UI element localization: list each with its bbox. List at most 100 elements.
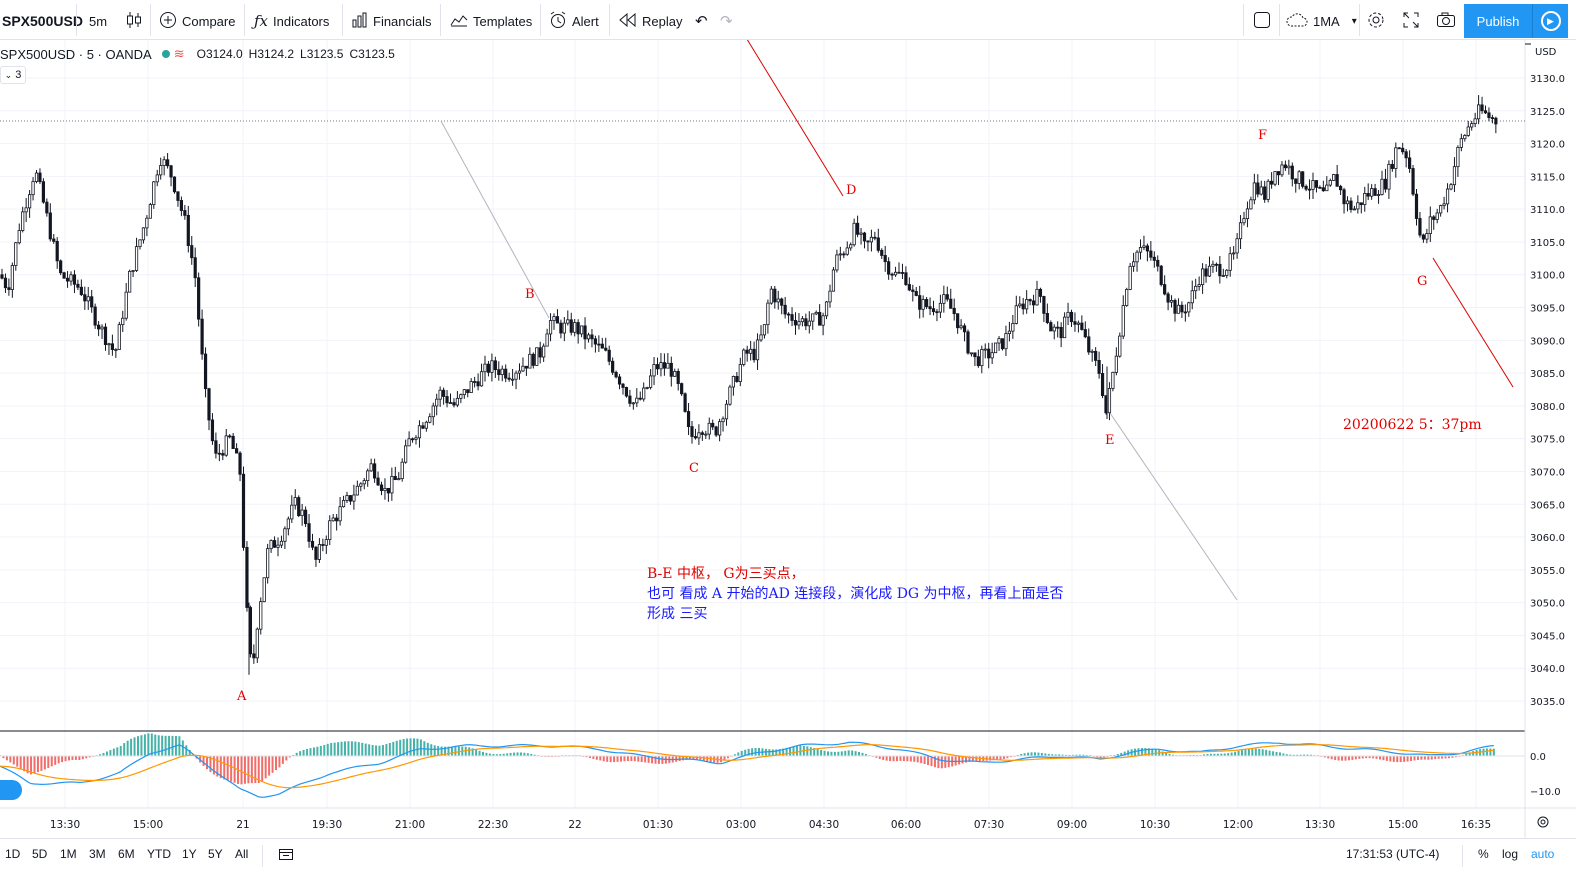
macd-histogram-bar (457, 746, 460, 756)
range-6m[interactable]: 6M (118, 847, 135, 861)
fullscreen-button[interactable] (1402, 6, 1420, 36)
macd-histogram-bar (402, 739, 405, 756)
compare-badge-icon[interactable]: ≋ (173, 46, 185, 61)
replay-button[interactable]: Replay (619, 6, 682, 36)
candle-body (1449, 184, 1453, 190)
macd-histogram-bar (613, 756, 616, 763)
macd-histogram-bar (1437, 756, 1440, 759)
candle-body (445, 396, 449, 404)
range-5d[interactable]: 5D (32, 847, 48, 861)
candle (593, 335, 598, 353)
trend-line-e[interactable] (1109, 412, 1238, 601)
fullscreen-select-button[interactable] (1253, 6, 1271, 36)
symbol-search-button[interactable]: SPX500USD (2, 6, 83, 36)
candle (1180, 301, 1184, 318)
range-1y[interactable]: 1Y (182, 847, 197, 861)
macd-histogram-bar (1096, 756, 1099, 758)
macd-histogram-bar (482, 751, 484, 756)
undo-button[interactable]: ↶ (695, 6, 708, 36)
candle (1370, 184, 1374, 200)
range-1m[interactable]: 1M (60, 847, 77, 861)
candle (500, 365, 504, 382)
candle-body (97, 324, 101, 330)
macd-histogram-bar (164, 735, 167, 756)
range-5y[interactable]: 5Y (208, 847, 223, 861)
time-axis[interactable]: 13:30 15:00 21 19:30 21:00 22:30 22 01:30 03:00 0… (50, 819, 1491, 831)
price-axis[interactable]: 3130.0 3125.0 3120.0 3115.0 3110.0 3105.0 3100… (1525, 43, 1565, 708)
tradingview-logo-icon[interactable] (0, 780, 22, 800)
redo-button[interactable]: ↷ (720, 6, 733, 36)
percent-toggle[interactable]: % (1478, 847, 1489, 861)
candle (573, 318, 577, 337)
candle (1245, 201, 1250, 228)
trend-line-b[interactable] (440, 120, 550, 319)
candle-body (0, 274, 4, 279)
publish-button[interactable]: Publish (1464, 4, 1532, 38)
layout-button[interactable]: 1MA ▾ (1286, 6, 1357, 36)
candle-body (210, 419, 215, 442)
candle-body (1432, 216, 1436, 220)
templates-button[interactable]: Templates (450, 6, 532, 36)
candle (328, 515, 332, 546)
interval-button[interactable]: 5m (89, 6, 107, 36)
range-3m[interactable]: 3M (89, 847, 106, 861)
log-toggle[interactable]: log (1502, 847, 1519, 861)
chart-canvas[interactable]: A B C D E F G B-E 中枢， G为三买点， 也可 看成 A 开始的… (0, 40, 1576, 838)
axis-settings-button[interactable] (1537, 816, 1549, 828)
candle (866, 240, 870, 252)
candle-body (780, 298, 784, 306)
candle-body (21, 211, 25, 231)
macd-histogram-bar (499, 754, 502, 756)
legend-close: C3123.5 (349, 47, 395, 61)
candle (1432, 215, 1436, 230)
trend-line-g[interactable] (1432, 257, 1514, 388)
candle-body (676, 370, 680, 384)
financials-label: Financials (373, 13, 432, 29)
trend-line-d[interactable] (742, 40, 844, 197)
candle (293, 489, 297, 510)
range-all[interactable]: All (235, 847, 249, 861)
macd-histogram-bar (1448, 756, 1450, 759)
chart-type-button[interactable] (126, 6, 147, 36)
candle-body (34, 172, 39, 182)
macd-histogram-bar (771, 749, 774, 756)
compare-button[interactable]: Compare (159, 6, 235, 36)
toolbar-divider (540, 4, 541, 36)
range-ytd[interactable]: YTD (147, 847, 171, 861)
candle-body (348, 495, 353, 502)
macd-histogram-bar (337, 742, 340, 756)
candle (345, 491, 349, 504)
clock-timezone[interactable]: 17:31:53 (UTC-4) (1346, 847, 1440, 861)
candle-body (3, 277, 8, 289)
macd-histogram-bar (1099, 756, 1102, 758)
candle (642, 382, 646, 402)
candle (1149, 241, 1153, 261)
indicators-collapse-button[interactable]: ⌄ 3 (0, 66, 26, 84)
financials-button[interactable]: Financials (352, 6, 432, 36)
auto-toggle[interactable]: auto (1531, 847, 1555, 861)
macd-histogram-bar (1237, 750, 1240, 756)
macd-histogram-bar (81, 756, 84, 760)
go-to-date-button[interactable] (278, 847, 294, 864)
alert-button[interactable]: Alert (549, 6, 599, 36)
legend-symbol[interactable]: SPX500USD · 5 · OANDA (0, 46, 152, 62)
macd-histogram-bar (1299, 754, 1302, 756)
macd-histogram-bar (275, 756, 277, 771)
candle (128, 269, 132, 293)
candle (980, 345, 984, 374)
macd-histogram-bar (264, 756, 267, 779)
range-1d[interactable]: 1D (5, 847, 21, 861)
candle-body (76, 283, 80, 288)
macd-histogram-bar (85, 756, 88, 759)
candle (1152, 251, 1156, 268)
candle-body (1014, 305, 1018, 324)
publish-play-button[interactable]: ▶ (1532, 4, 1568, 38)
settings-button[interactable] (1367, 6, 1385, 36)
indicators-button[interactable]: ƒx Indicators (254, 6, 329, 36)
candle-body (1187, 302, 1191, 313)
snapshot-button[interactable] (1436, 6, 1456, 36)
candle-body (193, 257, 197, 279)
macd-histogram-bar (1254, 748, 1257, 756)
macd-histogram-bar (440, 746, 443, 756)
toolbar-divider (150, 4, 151, 36)
